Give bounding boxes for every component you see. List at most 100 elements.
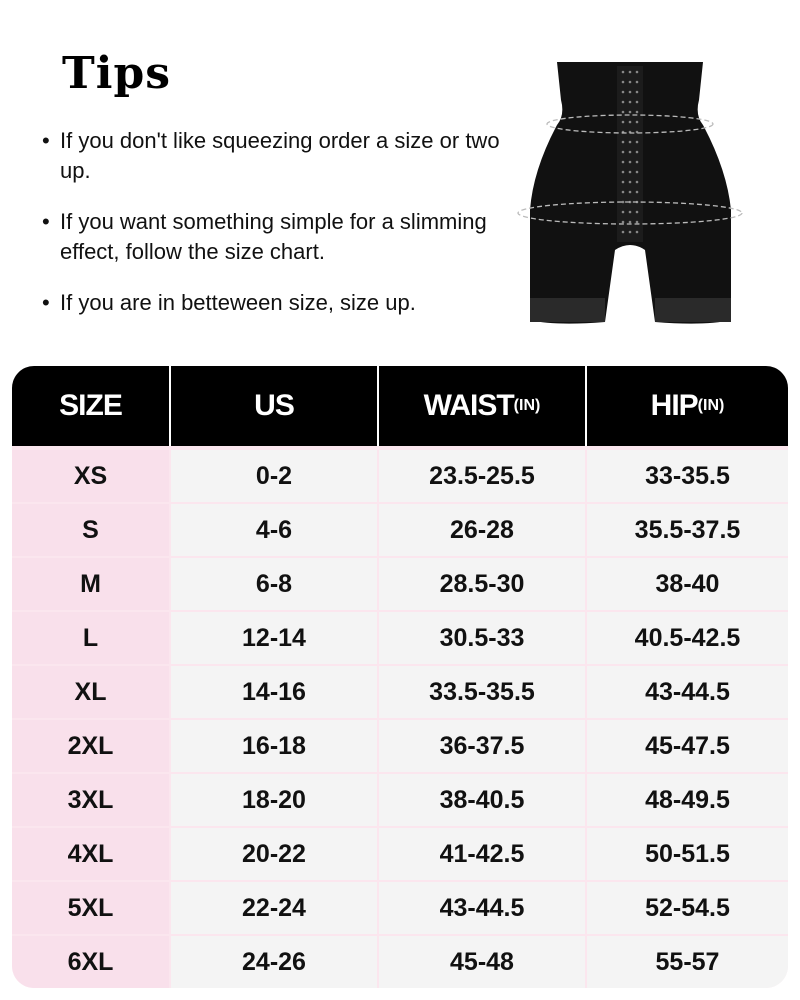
hook-eye [635,220,639,224]
hook-eye [628,100,632,104]
hook-eye [635,140,639,144]
waist-cell: 45-48 [379,936,585,988]
us-cell: 6-8 [171,558,377,610]
tips-list: If you don't like squeezing order a size… [42,126,502,339]
waist-cell: 26-28 [379,504,585,556]
size-cell: 2XL [12,720,169,772]
tips-title: Tips [62,48,171,99]
hook-eye [628,160,632,164]
hook-eye [628,220,632,224]
table-row: 2XL 16-18 36-37.5 45-47.5 [12,720,788,772]
hip-cell: 40.5-42.5 [587,612,788,664]
waist-cell: 28.5-30 [379,558,585,610]
hook-eye [621,110,625,114]
hip-cell: 48-49.5 [587,774,788,826]
hook-eye [621,190,625,194]
size-cell: M [12,558,169,610]
us-cell: 0-2 [171,450,377,502]
hip-cell: 38-40 [587,558,788,610]
hip-cell: 43-44.5 [587,666,788,718]
hook-eye [628,170,632,174]
us-cell: 4-6 [171,504,377,556]
hook-eye [635,80,639,84]
hook-eye [628,150,632,154]
table-row: S 4-6 26-28 35.5-37.5 [12,504,788,556]
waist-cell: 43-44.5 [379,882,585,934]
hook-eye [621,180,625,184]
size-cell: 3XL [12,774,169,826]
hook-eye [621,160,625,164]
size-cell: 5XL [12,882,169,934]
hook-eye [621,150,625,154]
us-cell: 12-14 [171,612,377,664]
hook-eye [628,140,632,144]
hook-eye [635,170,639,174]
header-label: HIP [650,389,699,422]
hook-eye [635,190,639,194]
hook-eye [621,220,625,224]
table-row: 3XL 18-20 38-40.5 48-49.5 [12,774,788,826]
hook-eye [621,170,625,174]
waist-cell: 38-40.5 [379,774,585,826]
hook-eye [621,80,625,84]
product-image [517,62,743,324]
table-row: M 6-8 28.5-30 38-40 [12,558,788,610]
size-cell: XL [12,666,169,718]
hook-eye [628,80,632,84]
hook-eye [635,110,639,114]
hook-eye [635,160,639,164]
us-cell: 20-22 [171,828,377,880]
us-cell: 22-24 [171,882,377,934]
tip-item: If you don't like squeezing order a size… [42,126,502,186]
hook-eye [628,70,632,74]
size-cell: L [12,612,169,664]
header-label: US [254,389,295,422]
header-unit: (IN) [697,397,725,414]
header-hip: HIP (IN) [587,366,788,446]
hip-cell: 35.5-37.5 [587,504,788,556]
us-cell: 16-18 [171,720,377,772]
hook-eye [621,140,625,144]
hook-eye [628,190,632,194]
hook-eye [621,210,625,214]
hook-eye [628,90,632,94]
table-row: L 12-14 30.5-33 40.5-42.5 [12,612,788,664]
us-cell: 14-16 [171,666,377,718]
header-unit: (IN) [513,397,541,414]
size-cell: 6XL [12,936,169,988]
hook-eye [635,120,639,124]
header-label: WAIST [423,389,515,422]
size-cell: XS [12,450,169,502]
hip-cell: 50-51.5 [587,828,788,880]
tip-item: If you want something simple for a slimm… [42,207,502,267]
hook-eye [635,90,639,94]
hip-cell: 45-47.5 [587,720,788,772]
hip-cell: 55-57 [587,936,788,988]
table-row: 4XL 20-22 41-42.5 50-51.5 [12,828,788,880]
table-header: SIZE US WAIST (IN) HIP (IN) [12,366,788,446]
header-size: SIZE [12,366,169,446]
hook-eye [621,70,625,74]
hook-eye [635,70,639,74]
hook-eye [628,110,632,114]
header-waist: WAIST (IN) [379,366,585,446]
waist-cell: 33.5-35.5 [379,666,585,718]
table-row: 5XL 22-24 43-44.5 52-54.5 [12,882,788,934]
hook-eye [621,90,625,94]
waist-cell: 36-37.5 [379,720,585,772]
hook-eye [628,230,632,234]
hook-eye [635,180,639,184]
hook-eye [621,100,625,104]
size-cell: 4XL [12,828,169,880]
table-row: XL 14-16 33.5-35.5 43-44.5 [12,666,788,718]
hook-eye [621,120,625,124]
hook-eye [635,150,639,154]
hip-cell: 52-54.5 [587,882,788,934]
us-cell: 18-20 [171,774,377,826]
hook-eye [635,210,639,214]
header-us: US [171,366,377,446]
table-row: 6XL 24-26 45-48 55-57 [12,936,788,988]
hook-eye [628,120,632,124]
hip-cell: 33-35.5 [587,450,788,502]
